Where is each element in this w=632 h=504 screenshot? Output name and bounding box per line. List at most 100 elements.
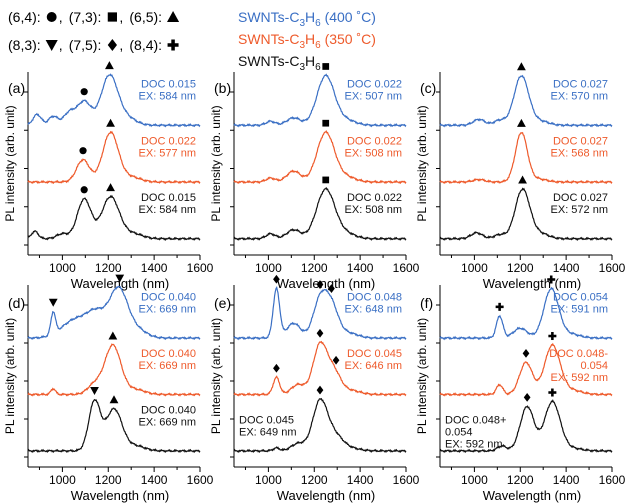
cross-icon (548, 388, 557, 397)
y-axis-label: PL intensity (arb. unit) (3, 105, 17, 221)
x-tick-label: 1200 (301, 473, 328, 487)
series-annotation: DOC 0.022 (141, 135, 196, 147)
legend-chirality-label: (6,4): (8, 9, 41, 25)
spectrum-black (27, 398, 201, 454)
square-icon (322, 119, 330, 127)
triangle-up-icon (108, 331, 118, 340)
series-annotation: EX: 669 nm (139, 304, 196, 316)
diamond-icon (316, 280, 324, 289)
series-annotation: DOC 0.054 (553, 292, 608, 304)
triangle-up-icon (106, 118, 115, 127)
cross-icon (548, 332, 557, 341)
series-annotation: DOC 0.048+ (445, 415, 506, 427)
diamond-icon (522, 348, 530, 358)
series-annotation: DOC 0.015 (141, 79, 196, 91)
legend-chirality-label: (8,4): (129, 37, 162, 53)
series-annotation: EX: 508 nm (345, 204, 402, 216)
diamond-icon (332, 355, 340, 365)
x-tick-label: 1200 (507, 261, 534, 275)
y-axis-label: PL intensity (arb. unit) (3, 318, 17, 434)
spectrum-orange (439, 131, 613, 185)
series-annotation: DOC 0.027 (553, 192, 608, 204)
y-axis-label: PL intensity (arb. unit) (415, 318, 429, 434)
legend: (6,4):, (7,3):, (6,5): (8,3):, (7,5):, (8,4):… (8, 9, 376, 73)
x-tick-label: 1400 (141, 261, 168, 275)
series-annotation: DOC 0.045 (347, 348, 402, 360)
spectrum-black (439, 187, 613, 241)
triangle-up-icon (518, 175, 527, 184)
svg-text:,: , (59, 37, 63, 53)
panel-label: (d) (8, 295, 25, 311)
legend-chirality-label: (8,3): (8, 37, 41, 53)
series-annotation: EX: 669 nm (139, 360, 196, 372)
x-tick-label: 1400 (347, 261, 374, 275)
series-annotation: EX: 577 nm (139, 147, 196, 159)
diamond-icon (273, 363, 280, 373)
series-annotation: DOC 0.045 (239, 415, 294, 427)
panel-e: 1000 1200 1400 1600 Wavelength (nm) PL intens… (209, 274, 420, 503)
diamond-icon (316, 328, 324, 338)
panel-label: (e) (214, 295, 231, 311)
x-axis-label: Wavelength (nm) (483, 276, 582, 291)
x-tick-label: 1000 (49, 261, 76, 275)
spectrum-blue (233, 285, 407, 341)
series-annotation: 0.054 (445, 427, 473, 439)
series-annotation: EX: 591 nm (551, 304, 608, 316)
legend-series-label: SWNTs-C3H6 (238, 53, 321, 73)
triangle-up-icon (105, 61, 114, 70)
x-tick-label: 1600 (599, 473, 626, 487)
legend-chirality-label: (7,3): (69, 9, 102, 25)
triangle-down-icon (90, 386, 99, 395)
series-annotation: DOC 0.040 (141, 348, 196, 360)
diamond-icon (523, 393, 531, 402)
series-annotation: EX: 592 nm (551, 372, 608, 384)
svg-text:,: , (119, 37, 123, 53)
x-tick-label: 1400 (553, 261, 580, 275)
x-tick-label: 1600 (393, 261, 420, 275)
series-annotation: EX: 648 nm (345, 304, 402, 316)
spectrum-orange (27, 343, 201, 397)
legend-series-label: SWNTs-C3H6 (400 ˚C) (238, 9, 376, 29)
diamond-icon (328, 284, 335, 293)
x-tick-label: 1200 (95, 473, 122, 487)
series-annotation: 0.054 (580, 360, 608, 372)
circle-icon (79, 147, 87, 155)
triangle-up-icon (106, 183, 115, 192)
triangle-down-icon (48, 298, 58, 307)
square-icon (322, 176, 330, 184)
panel-label: (a) (8, 80, 25, 96)
panel-label: (f) (420, 295, 433, 311)
x-tick-label: 1000 (49, 473, 76, 487)
x-tick-label: 1600 (187, 261, 214, 275)
legend-chirality-label: (7,5): (69, 37, 102, 53)
series-annotation: EX: 669 nm (139, 417, 196, 429)
triangle-up-icon (167, 10, 180, 22)
series-annotation: DOC 0.040 (141, 405, 196, 417)
spectrum-blue (27, 285, 201, 341)
diamond-icon (273, 274, 280, 284)
panel-d: 1000 1200 1400 1600 Wavelength (nm) PL intens… (3, 274, 214, 503)
series-annotation: EX: 507 nm (345, 91, 402, 103)
spectrum-black (233, 397, 407, 454)
cross-icon (547, 275, 556, 284)
triangle-up-icon (109, 395, 119, 404)
series-annotation: EX: 646 nm (345, 360, 402, 372)
panel-label: (b) (214, 80, 231, 96)
series-annotation: EX: 649 nm (239, 427, 296, 439)
series-annotation: DOC 0.040 (141, 292, 196, 304)
diamond-icon (107, 38, 117, 52)
x-tick-label: 1400 (141, 473, 168, 487)
y-axis-label: PL intensity (arb. unit) (415, 105, 429, 221)
x-axis-label: Wavelength (nm) (483, 488, 582, 503)
circle-icon (80, 88, 88, 96)
series-annotation: DOC 0.027 (553, 79, 608, 91)
x-tick-label: 1000 (461, 473, 488, 487)
x-tick-label: 1200 (507, 473, 534, 487)
panel-f: 1000 1200 1400 1600 Wavelength (nm) PL intens… (415, 275, 626, 503)
panel-a: 1000 1200 1400 1600 Wavelength (nm) PL intens… (3, 61, 214, 291)
x-axis-label: Wavelength (nm) (277, 276, 376, 291)
x-tick-label: 1000 (461, 261, 488, 275)
cross-icon (495, 302, 504, 311)
triangle-up-icon (517, 62, 526, 71)
